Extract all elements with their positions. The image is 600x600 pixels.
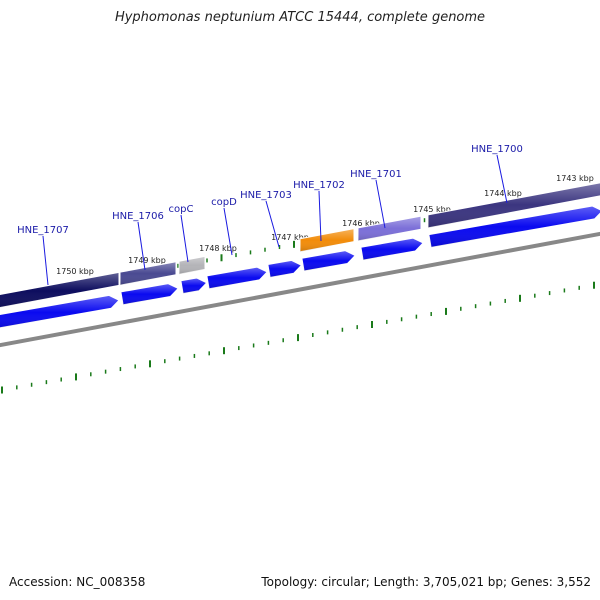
feature-track bbox=[0, 182, 600, 309]
gene-leader-line bbox=[223, 207, 233, 256]
gene-label-copc: copC bbox=[169, 204, 194, 215]
feature-bar-shade bbox=[358, 216, 421, 241]
gene-label-hne_1700: HNE_1700 bbox=[471, 144, 523, 155]
gene-leader-line bbox=[496, 154, 508, 204]
feature-bar-shade bbox=[0, 272, 119, 308]
gene-leader-line bbox=[318, 190, 322, 242]
cds-track bbox=[0, 205, 600, 329]
cds-arrow-7-shade bbox=[360, 238, 424, 261]
cds-arrow-2-shade bbox=[120, 283, 179, 305]
gene-label-hne_1701: HNE_1701 bbox=[350, 169, 402, 180]
cds-arrow-3-shade bbox=[180, 277, 207, 294]
gene-label-hne_1706: HNE_1706 bbox=[112, 211, 164, 222]
topology-text: Topology: circular; Length: 3,705,021 bp… bbox=[261, 575, 591, 589]
feature-bar-shade bbox=[179, 256, 205, 275]
gene-label-copd: copD bbox=[211, 197, 237, 208]
gene-leader-line bbox=[180, 214, 189, 263]
gene-labels: HNE_1707 HNE_1706 copC copDHNE_1703HNE_1702… bbox=[17, 144, 523, 286]
accession-text: Accession: NC_008358 bbox=[9, 575, 146, 589]
scale-label: 1743 kbp bbox=[556, 174, 594, 183]
scale-labels: 1743 kbp 1744 kbp 1745 kbp 1746 kbp 1747 kbp… bbox=[56, 174, 594, 276]
gene-leader-line bbox=[137, 221, 146, 271]
scale-label: 1745 kbp bbox=[413, 205, 451, 214]
cds-arrow-6-shade bbox=[301, 250, 356, 272]
scale-label: 1748 kbp bbox=[199, 244, 237, 253]
cds-arrow-4-shade bbox=[206, 267, 268, 289]
feature-bar-shade bbox=[120, 261, 176, 286]
backbone-curve bbox=[0, 231, 600, 348]
cds-arrow-5-shade bbox=[267, 260, 302, 278]
cds-arrow-8-shade bbox=[428, 206, 600, 248]
scale-label: 1747 kbp bbox=[271, 233, 309, 242]
cds-arrow-1-shade bbox=[0, 295, 120, 328]
gene-label-hne_1702: HNE_1702 bbox=[293, 180, 345, 191]
feature-bar-shade bbox=[300, 228, 354, 252]
scale-label: 1749 kbp bbox=[128, 256, 166, 265]
genome-title: Hyphomonas neptunium ATCC 15444, complet… bbox=[114, 10, 486, 25]
feature-bar-shade bbox=[428, 182, 600, 228]
scale-label: 1750 kbp bbox=[56, 267, 94, 276]
scale-label: 1746 kbp bbox=[342, 219, 380, 228]
scale-label: 1744 kbp bbox=[484, 189, 522, 198]
backbone-line bbox=[0, 231, 600, 348]
gene-leader-line bbox=[375, 179, 386, 229]
gene-leader-line bbox=[265, 200, 280, 248]
gene-leader-line bbox=[42, 235, 49, 286]
inner-scale-ticks bbox=[1, 281, 595, 394]
gene-label-hne_1703: HNE_1703 bbox=[240, 190, 292, 201]
gene-label-hne_1707: HNE_1707 bbox=[17, 225, 69, 236]
